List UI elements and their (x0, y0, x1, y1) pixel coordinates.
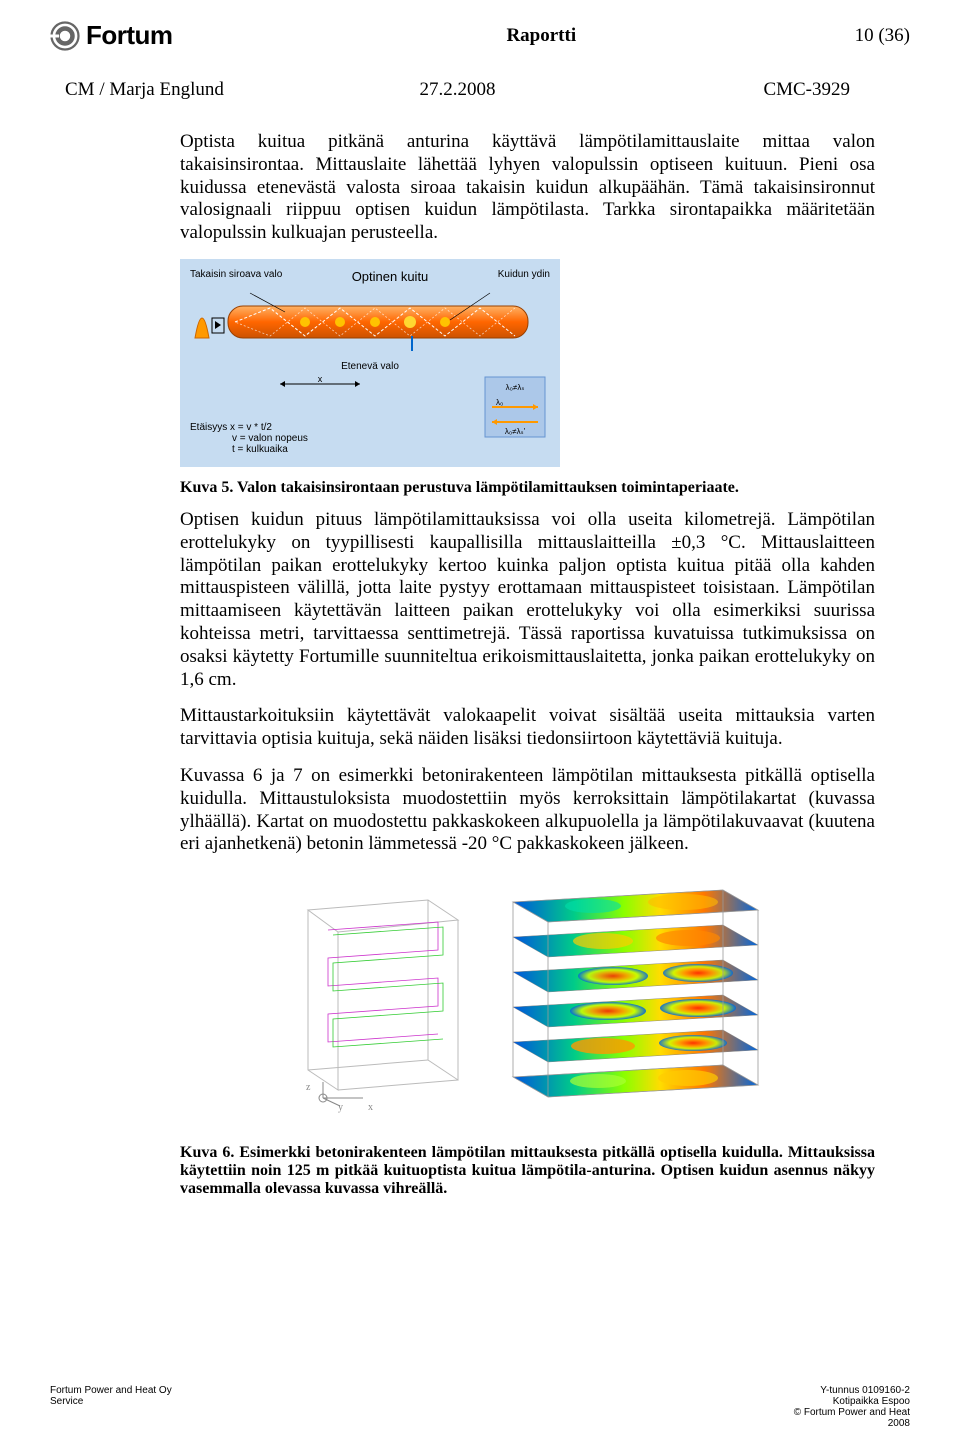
footer-right: Y-tunnus 0109160-2 Kotipaikka Espoo © Fo… (794, 1385, 910, 1429)
label-core: Kuidun ydin (498, 269, 550, 284)
author: CM / Marja Englund (65, 79, 327, 101)
figure-5-diagram: Takaisin siroava valo Optinen kuitu Kuid… (180, 259, 560, 467)
header: Fortum Raportti 10 (36) (50, 20, 910, 51)
footer-copyright: © Fortum Power and Heat (794, 1407, 910, 1418)
footer-ytunnus: Y-tunnus 0109160-2 (794, 1385, 910, 1396)
formula-line-3: t = kulkuaika (190, 444, 450, 455)
label-fiber-title: Optinen kuitu (282, 269, 497, 284)
footer-year: 2008 (794, 1418, 910, 1429)
footer-service: Service (50, 1396, 172, 1407)
x-arrow-icon: x (275, 376, 365, 392)
footer-left: Fortum Power and Heat Oy Service (50, 1385, 172, 1429)
svg-text:λ₀: λ₀ (496, 398, 503, 407)
caption-5: Kuva 5. Valon takaisinsirontaan perustuv… (180, 479, 875, 497)
formula-block: Etäisyys x = v * t/2 v = valon nopeus t … (190, 422, 450, 455)
footer-kotipaikka: Kotipaikka Espoo (794, 1396, 910, 1407)
paragraph-1: Optista kuitua pitkänä anturina käyttävä… (180, 131, 875, 245)
date: 27.2.2008 (327, 79, 589, 101)
svg-text:y: y (338, 1102, 343, 1113)
svg-text:λ₀≠λₛ': λ₀≠λₛ' (505, 427, 526, 436)
x-label: x (318, 376, 323, 384)
svg-text:x: x (368, 1102, 373, 1113)
label-backscatter: Takaisin siroava valo (190, 269, 282, 284)
formula-line-2: v = valon nopeus (190, 433, 450, 444)
figure-6-heatmap: z y x (278, 870, 778, 1130)
paragraph-3: Mittaustarkoituksiin käytettävät valokaa… (180, 705, 875, 751)
fortum-logo-icon (50, 21, 80, 51)
svg-text:λ₀≠λₛ: λ₀≠λₛ (506, 383, 525, 392)
fiber-svg (190, 288, 550, 353)
footer-company: Fortum Power and Heat Oy (50, 1385, 172, 1396)
svg-text:z: z (306, 1082, 311, 1093)
content-area: Optista kuitua pitkänä anturina käyttävä… (50, 131, 910, 1198)
label-forward-light: Etenevä valo (190, 361, 550, 372)
formula-line-1: Etäisyys x = v * t/2 (190, 422, 450, 433)
footer: Fortum Power and Heat Oy Service Y-tunnu… (50, 1385, 910, 1429)
heatmap-layers (513, 890, 758, 1097)
report-title: Raportti (253, 25, 830, 47)
subheader: CM / Marja Englund 27.2.2008 CMC-3929 (50, 79, 910, 101)
paragraph-4: Kuvassa 6 ja 7 on esimerkki betonirakent… (180, 765, 875, 856)
paragraph-2: Optisen kuidun pituus lämpötilamittauksi… (180, 509, 875, 691)
page-number: 10 (36) (830, 25, 910, 47)
logo-text: Fortum (86, 20, 173, 51)
doc-code: CMC-3929 (588, 79, 910, 101)
lambda-box-icon: λ₀≠λₛ λ₀ λ₀≠λₛ' (480, 372, 550, 442)
caption-6: Kuva 6. Esimerkki betonirakenteen lämpöt… (180, 1144, 875, 1198)
logo: Fortum (50, 20, 173, 51)
